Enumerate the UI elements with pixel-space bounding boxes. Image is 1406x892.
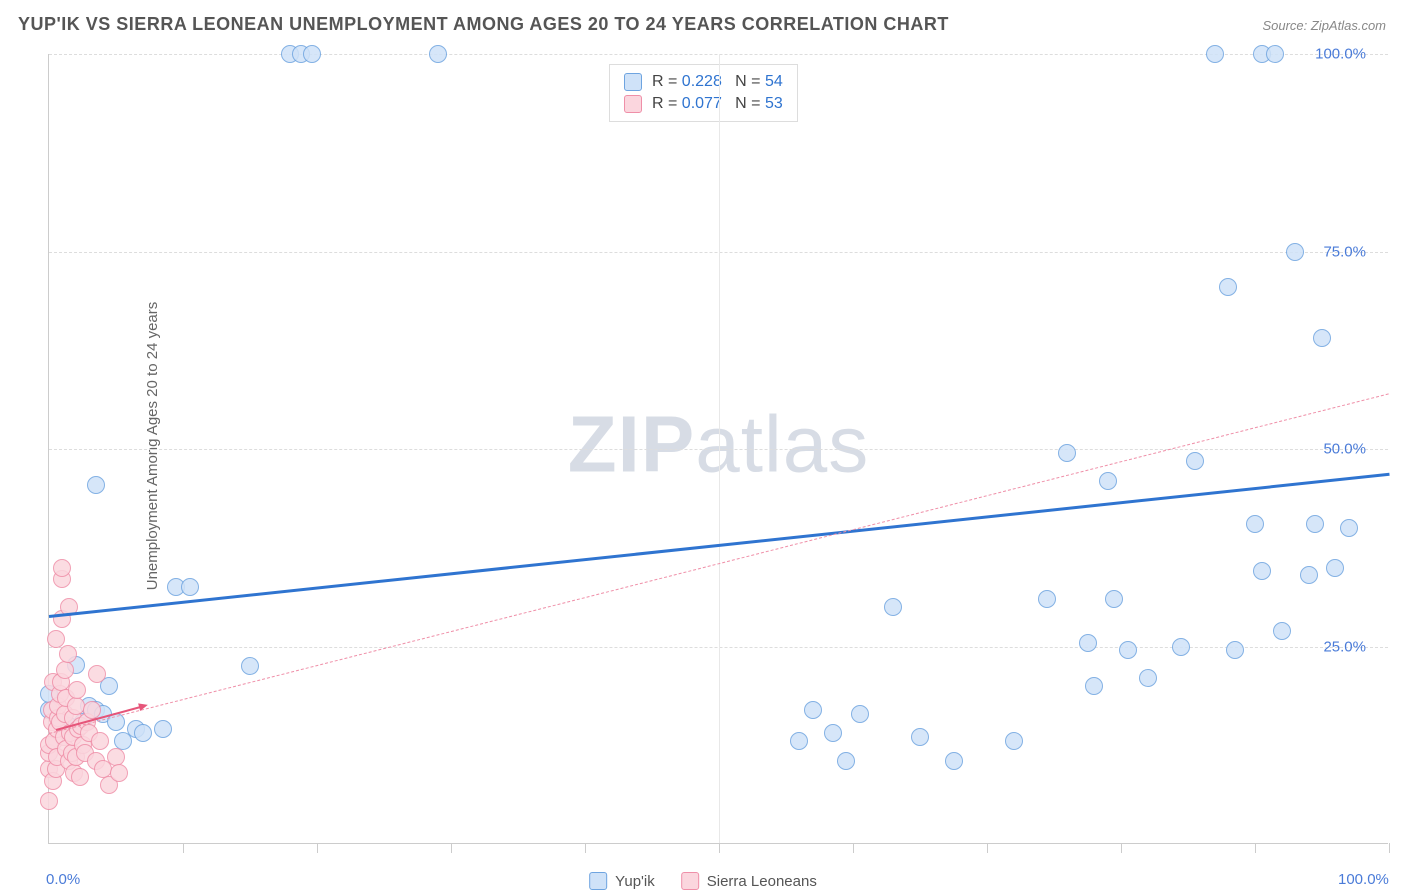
data-point xyxy=(1313,329,1331,347)
data-point xyxy=(83,701,101,719)
data-point xyxy=(1326,559,1344,577)
x-tick xyxy=(451,843,452,853)
data-point xyxy=(1253,562,1271,580)
data-point xyxy=(429,45,447,63)
stats-row: R = 0.228 N = 54 xyxy=(624,71,783,93)
data-point xyxy=(1099,472,1117,490)
x-tick xyxy=(853,843,854,853)
x-tick xyxy=(987,843,988,853)
data-point xyxy=(1340,519,1358,537)
stats-text: R = 0.228 N = 54 xyxy=(652,73,783,91)
x-tick xyxy=(1121,843,1122,853)
data-point xyxy=(1119,641,1137,659)
chart-title: YUP'IK VS SIERRA LEONEAN UNEMPLOYMENT AM… xyxy=(18,14,949,35)
data-point xyxy=(110,764,128,782)
data-point xyxy=(134,724,152,742)
data-point xyxy=(1300,566,1318,584)
data-point xyxy=(53,559,71,577)
x-tick xyxy=(1255,843,1256,853)
data-point xyxy=(884,598,902,616)
legend-swatch xyxy=(589,872,607,890)
data-point xyxy=(1186,452,1204,470)
watermark-light: atlas xyxy=(695,399,869,488)
data-point xyxy=(241,657,259,675)
stats-text: R = 0.077 N = 53 xyxy=(652,95,783,113)
data-point xyxy=(71,768,89,786)
data-point xyxy=(88,665,106,683)
data-point xyxy=(1105,590,1123,608)
source-attribution: Source: ZipAtlas.com xyxy=(1262,18,1386,33)
y-tick-label: 75.0% xyxy=(1323,243,1366,260)
x-tick xyxy=(719,843,720,853)
data-point xyxy=(56,661,74,679)
data-point xyxy=(47,630,65,648)
gridline-vertical xyxy=(719,54,720,843)
legend-item: Sierra Leoneans xyxy=(681,872,817,890)
x-tick xyxy=(1389,843,1390,853)
data-point xyxy=(303,45,321,63)
stats-row: R = 0.077 N = 53 xyxy=(624,93,783,115)
data-point xyxy=(790,732,808,750)
series-swatch xyxy=(624,73,642,91)
data-point xyxy=(804,701,822,719)
data-point xyxy=(1079,634,1097,652)
data-point xyxy=(1226,641,1244,659)
x-tick xyxy=(183,843,184,853)
data-point xyxy=(1058,444,1076,462)
data-point xyxy=(837,752,855,770)
data-point xyxy=(1306,515,1324,533)
data-point xyxy=(40,792,58,810)
data-point xyxy=(851,705,869,723)
data-point xyxy=(181,578,199,596)
data-point xyxy=(59,645,77,663)
legend-bottom: Yup'ik Sierra Leoneans xyxy=(589,872,817,890)
legend-swatch xyxy=(681,872,699,890)
data-point xyxy=(154,720,172,738)
x-tick xyxy=(585,843,586,853)
data-point xyxy=(91,732,109,750)
data-point xyxy=(1273,622,1291,640)
data-point xyxy=(68,681,86,699)
data-point xyxy=(1038,590,1056,608)
data-point xyxy=(911,728,929,746)
plot-area: ZIPatlas R = 0.228 N = 54 R = 0.077 N = 5… xyxy=(48,54,1388,844)
data-point xyxy=(1266,45,1284,63)
x-tick xyxy=(317,843,318,853)
data-point xyxy=(1172,638,1190,656)
y-tick-label: 100.0% xyxy=(1315,46,1366,63)
data-point xyxy=(1139,669,1157,687)
y-tick-label: 25.0% xyxy=(1323,638,1366,655)
x-tick-label: 100.0% xyxy=(1338,871,1389,888)
data-point xyxy=(1286,243,1304,261)
data-point xyxy=(945,752,963,770)
stats-legend-box: R = 0.228 N = 54 R = 0.077 N = 53 xyxy=(609,64,798,122)
legend-label: Sierra Leoneans xyxy=(707,873,817,890)
legend-item: Yup'ik xyxy=(589,872,655,890)
data-point xyxy=(1219,278,1237,296)
data-point xyxy=(1085,677,1103,695)
watermark-bold: ZIP xyxy=(568,399,695,488)
data-point xyxy=(1246,515,1264,533)
data-point xyxy=(67,697,85,715)
data-point xyxy=(87,476,105,494)
series-swatch xyxy=(624,95,642,113)
data-point xyxy=(1005,732,1023,750)
data-point xyxy=(1206,45,1224,63)
x-tick-label: 0.0% xyxy=(46,871,80,888)
legend-label: Yup'ik xyxy=(615,873,655,890)
y-tick-label: 50.0% xyxy=(1323,441,1366,458)
arrowhead xyxy=(138,701,149,711)
data-point xyxy=(824,724,842,742)
